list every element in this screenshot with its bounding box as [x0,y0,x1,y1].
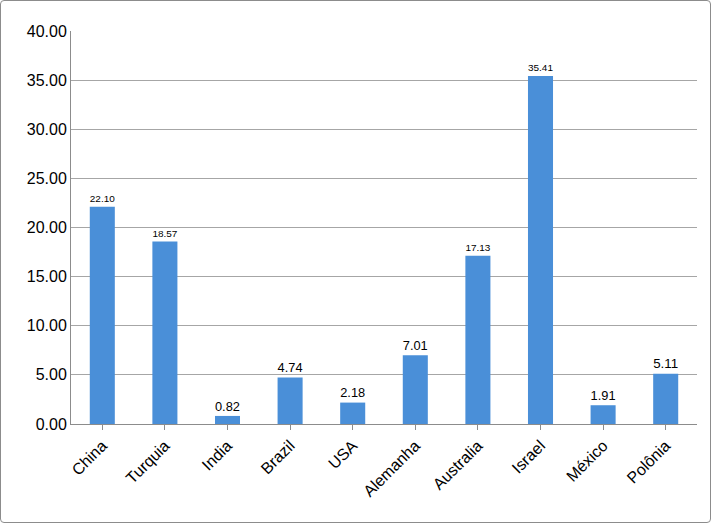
svg-text:2.18: 2.18 [340,385,365,400]
svg-text:30.00: 30.00 [27,121,67,138]
svg-text:35.41: 35.41 [528,62,553,73]
svg-text:5.00: 5.00 [36,366,67,383]
svg-text:17.13: 17.13 [465,242,490,253]
svg-text:Turquia: Turquia [123,437,173,487]
svg-text:25.00: 25.00 [27,170,67,187]
svg-text:USA: USA [325,437,361,473]
svg-text:Brazil: Brazil [258,437,298,477]
svg-text:40.00: 40.00 [27,23,67,40]
svg-text:Polônia: Polônia [624,437,674,487]
svg-text:China: China [68,437,110,479]
svg-text:Australia: Australia [430,437,486,493]
svg-text:0.00: 0.00 [36,416,67,433]
svg-text:0.82: 0.82 [215,399,240,414]
svg-text:1.91: 1.91 [591,388,616,403]
svg-text:7.01: 7.01 [403,338,428,353]
svg-text:5.11: 5.11 [653,356,678,371]
svg-text:18.57: 18.57 [152,228,177,239]
svg-text:4.74: 4.74 [278,360,303,375]
svg-text:35.00: 35.00 [27,72,67,89]
svg-text:20.00: 20.00 [27,219,67,236]
svg-text:10.00: 10.00 [27,317,67,334]
svg-text:México: México [563,437,611,485]
svg-text:15.00: 15.00 [27,268,67,285]
svg-text:22.10: 22.10 [90,193,115,204]
svg-text:Israel: Israel [509,437,549,477]
svg-text:Alemanha: Alemanha [360,437,423,500]
svg-text:India: India [199,437,236,474]
